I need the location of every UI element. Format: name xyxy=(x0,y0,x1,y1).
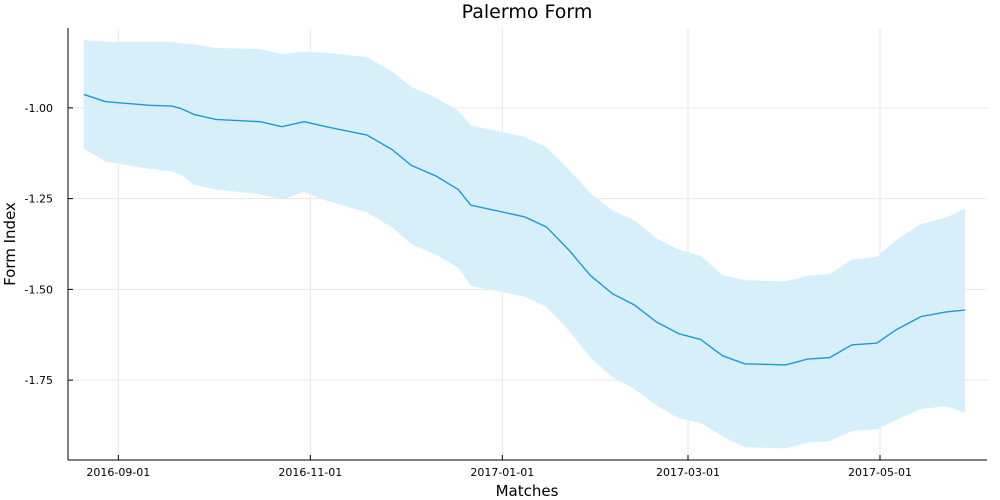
x-tick-label-1: 2016-11-01 xyxy=(278,466,342,479)
y-tick-label-2: -1.50 xyxy=(25,283,53,296)
y-axis-label: Form Index xyxy=(1,202,19,286)
series-line-0 xyxy=(83,93,966,366)
y-tick-label-0: -1.00 xyxy=(25,102,53,115)
x-axis-label: Matches xyxy=(496,482,559,500)
confidence-band xyxy=(83,39,965,449)
ticks: 2016-09-01 2016-11-01 2017-01-01 2017-03-01… xyxy=(25,102,912,479)
x-tick-label-0: 2016-09-01 xyxy=(86,466,150,479)
y-tick-label-3: -1.75 xyxy=(25,374,53,387)
x-tick-label-4: 2017-05-01 xyxy=(848,466,912,479)
y-tick-label-1: -1.25 xyxy=(25,193,53,206)
x-tick-label-2: 2017-01-01 xyxy=(470,466,534,479)
form-line xyxy=(83,93,966,366)
x-tick-label-3: 2017-03-01 xyxy=(656,466,720,479)
chart-title: Palermo Form xyxy=(462,1,593,23)
series-band-0 xyxy=(83,39,965,449)
